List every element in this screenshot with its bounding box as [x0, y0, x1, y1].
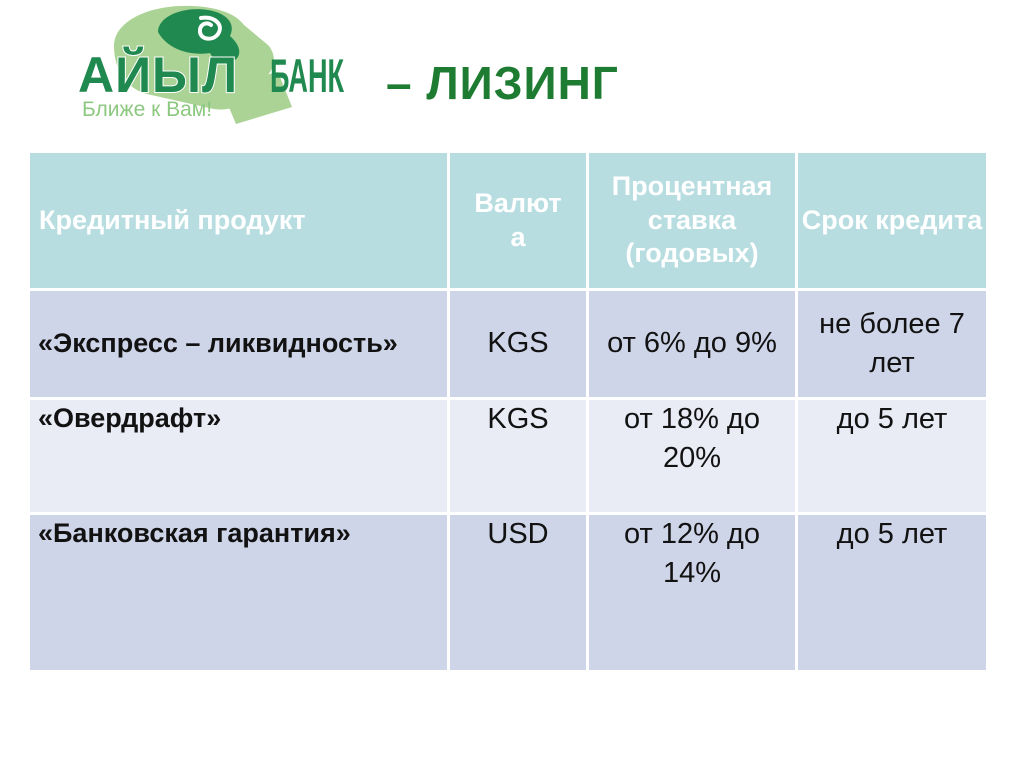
- credit-products-table: Кредитный продукт Валюта Процентная став…: [30, 153, 986, 670]
- ram-swirl-icon: [114, 5, 292, 124]
- header-interest-rate: Процентная ставка (годовых): [589, 153, 795, 288]
- header-currency: Валюта: [450, 153, 586, 288]
- slide-title: – ЛИЗИНГ: [386, 57, 619, 109]
- table-row-3-product: «Банковская гарантия»: [30, 515, 447, 670]
- table-row-1-currency: KGS: [450, 291, 586, 397]
- logo-bank-name: АЙЫЛ: [78, 46, 238, 103]
- header-credit-product: Кредитный продукт: [30, 153, 447, 288]
- table-row-2-product: «Овердрафт»: [30, 400, 447, 512]
- bank-logo: АЙЫЛ БАНК Ближе к Вам!: [77, 5, 344, 124]
- table-row-2-rate: от 18% до 20%: [589, 400, 795, 512]
- logo-quad-shape: [220, 72, 292, 124]
- table-row-2-term: до 5 лет: [798, 400, 986, 512]
- logo-tagline: Ближе к Вам!: [82, 98, 212, 121]
- table-row-3-rate: от 12% до 14%: [589, 515, 795, 670]
- logo-bank-word: БАНК: [270, 49, 344, 102]
- logo-spiral-icon: [197, 15, 222, 41]
- table-row-3-term: до 5 лет: [798, 515, 986, 670]
- header-currency-label: Валюта: [474, 187, 562, 252]
- table-row-2-currency: KGS: [450, 400, 586, 512]
- table-row-1-rate: от 6% до 9%: [589, 291, 795, 397]
- table-row-1-term: не более 7 лет: [798, 291, 986, 397]
- table-row-3-currency: USD: [450, 515, 586, 670]
- table-row-1-product: «Экспресс – ликвидность»: [30, 291, 447, 397]
- header-loan-term: Срок кредита: [798, 153, 986, 288]
